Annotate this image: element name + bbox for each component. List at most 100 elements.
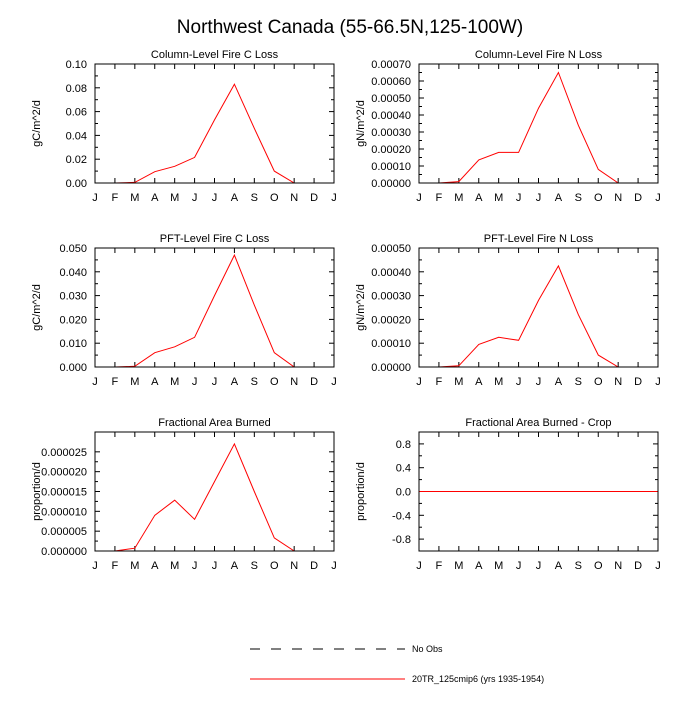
y-tick-label: 0.00020 [371, 314, 411, 326]
y-tick-label: 0.02 [66, 154, 87, 166]
panel-title: PFT-Level Fire N Loss [484, 233, 594, 245]
y-axis-label: proportion/d [31, 462, 43, 521]
y-tick-label: 0.00070 [371, 59, 411, 71]
x-tick-label: M [170, 560, 179, 572]
x-tick-label: A [475, 192, 483, 204]
plot-frame [418, 247, 659, 368]
x-tick-label: A [475, 560, 483, 572]
x-tick-label: A [151, 376, 159, 388]
y-tick-label: 0.000010 [41, 506, 87, 518]
x-tick-label: J [516, 192, 522, 204]
y-tick-label: 0.00040 [371, 267, 411, 279]
y-tick-label: 0.000 [59, 362, 87, 374]
y-tick-label: 0.00 [66, 178, 87, 190]
x-tick-label: D [634, 192, 642, 204]
y-tick-label: 0.010 [59, 338, 87, 350]
x-tick-label: N [614, 192, 622, 204]
y-axis-label: proportion/d [355, 462, 367, 521]
x-tick-label: D [310, 560, 318, 572]
y-tick-label: 0.00010 [371, 338, 411, 350]
y-axis-label: gN/m^2/d [355, 100, 367, 147]
x-tick-label: S [575, 376, 582, 388]
x-tick-label: J [212, 376, 218, 388]
y-tick-label: 0.00010 [371, 161, 411, 173]
y-tick-label: 0.000000 [41, 546, 87, 558]
legend: No Obs 20TR_125cmip6 (yrs 1935-1954) [250, 644, 544, 684]
x-tick-label: N [290, 560, 298, 572]
x-tick-label: S [251, 192, 258, 204]
x-tick-label: J [516, 376, 522, 388]
x-tick-label: A [555, 192, 563, 204]
panel-title: Column-Level Fire C Loss [151, 49, 279, 61]
x-tick-label: J [92, 376, 98, 388]
panel-title: Column-Level Fire N Loss [475, 49, 603, 61]
y-tick-label: 0.000020 [41, 467, 87, 479]
y-tick-label: 0.050 [59, 243, 87, 255]
series-line [95, 442, 334, 552]
x-tick-label: J [192, 560, 198, 572]
x-tick-label: J [416, 192, 422, 204]
y-tick-label: 0.020 [59, 314, 87, 326]
y-tick-label: 0.00020 [371, 144, 411, 156]
x-tick-label: A [231, 376, 239, 388]
y-tick-label: 0.00000 [371, 362, 411, 374]
x-tick-label: D [310, 376, 318, 388]
x-tick-label: D [634, 376, 642, 388]
x-tick-label: J [416, 376, 422, 388]
y-tick-label: 0.4 [396, 463, 411, 475]
legend-label-no-obs: No Obs [412, 644, 443, 654]
x-tick-label: M [454, 192, 463, 204]
y-tick-label: 0.08 [66, 83, 87, 95]
y-tick-label: 0.030 [59, 291, 87, 303]
plot-frame [94, 247, 335, 368]
x-tick-label: A [151, 192, 159, 204]
x-tick-label: J [331, 560, 337, 572]
x-tick-label: N [290, 192, 298, 204]
x-tick-label: S [251, 376, 258, 388]
x-tick-label: J [192, 376, 198, 388]
x-tick-label: O [270, 376, 279, 388]
x-tick-label: A [231, 192, 239, 204]
y-tick-label: 0.00030 [371, 127, 411, 139]
x-tick-label: M [130, 192, 139, 204]
x-tick-label: J [212, 192, 218, 204]
x-tick-label: M [494, 192, 503, 204]
x-tick-label: S [251, 560, 258, 572]
x-tick-label: D [634, 560, 642, 572]
x-tick-label: O [594, 560, 603, 572]
x-tick-label: F [436, 560, 443, 572]
x-tick-label: J [655, 376, 661, 388]
x-tick-label: M [494, 376, 503, 388]
plot-frame [94, 431, 335, 552]
x-tick-label: O [594, 376, 603, 388]
x-tick-label: M [170, 192, 179, 204]
x-tick-label: J [655, 192, 661, 204]
x-tick-label: O [270, 560, 279, 572]
x-tick-label: J [536, 376, 542, 388]
y-tick-label: 0.10 [66, 59, 87, 71]
series-line [419, 71, 658, 184]
x-tick-label: A [151, 560, 159, 572]
y-tick-label: 0.000025 [41, 447, 87, 459]
y-tick-label: 0.04 [66, 130, 87, 142]
y-tick-label: 0.000015 [41, 487, 87, 499]
x-tick-label: M [494, 560, 503, 572]
legend-label-model: 20TR_125cmip6 (yrs 1935-1954) [412, 674, 544, 684]
x-tick-label: F [112, 560, 119, 572]
y-tick-label: 0.00060 [371, 76, 411, 88]
y-tick-label: 0.00030 [371, 291, 411, 303]
y-tick-label: 0.06 [66, 107, 87, 119]
x-tick-label: J [331, 376, 337, 388]
panel-title: Fractional Area Burned [158, 417, 271, 429]
x-tick-label: J [536, 560, 542, 572]
panel-title: Fractional Area Burned - Crop [465, 417, 611, 429]
x-tick-label: N [614, 376, 622, 388]
x-tick-label: S [575, 192, 582, 204]
